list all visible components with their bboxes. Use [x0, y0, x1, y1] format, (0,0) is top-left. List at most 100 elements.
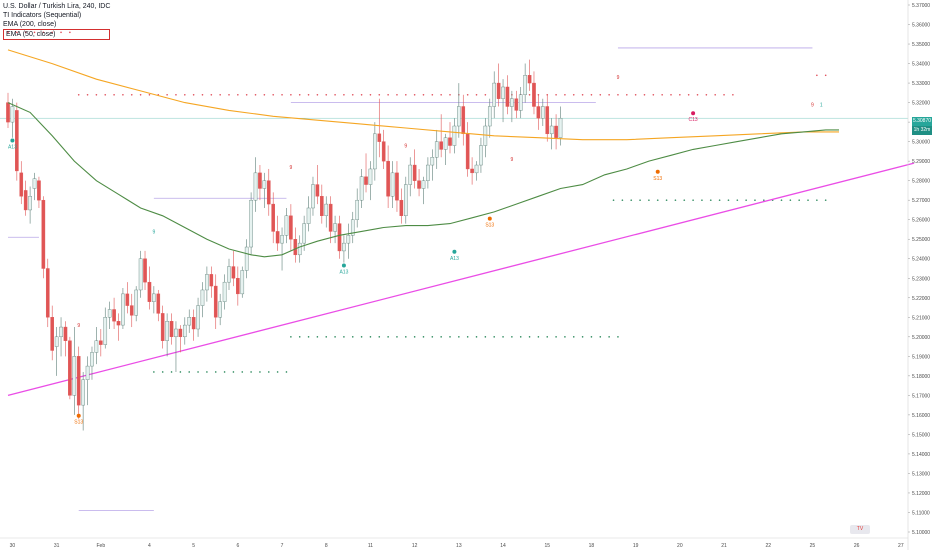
candle-body — [266, 180, 271, 205]
y-tick-label: 5.26000 — [912, 218, 930, 224]
bear-candle — [328, 196, 333, 244]
support-dot — [334, 336, 336, 338]
td-label: A13 — [450, 256, 459, 262]
candle-body — [121, 293, 125, 326]
candle-body — [549, 125, 554, 135]
x-tick-label: 13 — [456, 543, 462, 549]
support-dot — [206, 371, 208, 373]
bull-candle — [244, 239, 249, 279]
legend-title[interactable]: U.S. Dollar / Turkish Lira, 240, IDC — [3, 3, 111, 10]
support-dot — [807, 199, 809, 201]
candle-body — [293, 239, 298, 256]
candles-layer — [6, 59, 563, 431]
candle-body — [76, 356, 81, 406]
support-dot — [285, 371, 288, 373]
bull-candle — [501, 79, 505, 123]
resistance-dot — [643, 93, 646, 96]
bear-candle — [68, 336, 72, 400]
bear-candle — [275, 215, 280, 251]
resistance-dot — [440, 93, 442, 96]
candle-body — [346, 235, 351, 244]
x-tick-label: 4 — [148, 543, 151, 549]
candle-body — [103, 317, 108, 345]
candle-body — [364, 176, 368, 185]
td-marker — [76, 413, 81, 418]
support-dot — [736, 199, 739, 201]
candle-body — [244, 246, 249, 271]
support-dot — [617, 336, 619, 338]
support-dot — [387, 336, 389, 338]
bull-candle — [85, 356, 90, 406]
legend-indicator-ema50[interactable]: EMA (50, close) — [3, 29, 111, 40]
candle-body — [200, 289, 205, 306]
bull-candle — [487, 98, 492, 138]
resistance-dot — [122, 93, 124, 96]
resistance-dot — [431, 93, 434, 96]
y-tick-label: 5.25000 — [912, 237, 930, 243]
candle-body — [23, 190, 28, 211]
support-dot — [754, 199, 756, 201]
bull-candle — [408, 157, 413, 197]
y-tick-label: 5.20000 — [912, 335, 930, 341]
legend-indicator-ema200[interactable]: EMA (200, close) — [3, 21, 57, 28]
bull-candle — [306, 196, 311, 232]
candle-body — [45, 268, 50, 318]
resistance-dot — [670, 93, 672, 96]
bear-candle — [315, 165, 320, 205]
candle-body — [50, 317, 54, 351]
candle-body — [236, 278, 240, 295]
legend-indicator-td[interactable]: TI Indicators (Sequential) — [3, 12, 82, 19]
candle-body — [518, 94, 523, 111]
resistance-dot — [33, 31, 36, 34]
support-dot — [343, 336, 345, 338]
support-dot — [378, 336, 381, 338]
resistance-dot — [148, 93, 151, 96]
candle-body — [37, 180, 41, 201]
bear-candle — [439, 114, 443, 158]
bull-candle — [28, 186, 32, 224]
y-tick-label: 5.11000 — [912, 510, 930, 516]
resistance-dot — [564, 93, 566, 96]
bull-candle — [421, 176, 426, 205]
candle-body — [32, 178, 37, 189]
support-dot — [763, 199, 765, 201]
x-tick-label: 19 — [633, 543, 639, 549]
candle-body — [483, 125, 488, 146]
candle-body — [545, 106, 550, 135]
resistance-dot — [263, 93, 266, 96]
support-dot — [692, 199, 694, 201]
y-tick-label: 5.29000 — [912, 159, 930, 165]
support-dot — [188, 371, 191, 373]
candle-body — [457, 106, 461, 127]
resistance-dot — [590, 93, 593, 96]
tradingview-logo[interactable]: TV — [850, 525, 870, 534]
bear-candle — [213, 274, 218, 330]
candle-body — [112, 309, 116, 322]
candle-body — [311, 184, 315, 209]
resistance-dot — [281, 93, 283, 96]
y-tick-label: 5.27000 — [912, 198, 930, 204]
support-dot — [466, 336, 469, 338]
resistance-dot — [732, 93, 734, 96]
support-dot — [630, 199, 633, 201]
td-marker — [691, 111, 696, 116]
bull-candle — [218, 293, 222, 326]
resistance-dot — [228, 93, 230, 96]
bull-candle — [165, 313, 169, 357]
x-tick-label: 15 — [544, 543, 550, 549]
candle-body — [470, 168, 474, 174]
td-marker — [10, 138, 15, 143]
bear-candle — [23, 180, 28, 216]
candle-body — [297, 242, 302, 256]
candle-body — [501, 86, 505, 99]
bear-candle — [191, 309, 196, 341]
bear-candle — [125, 282, 130, 314]
td-label: S13 — [653, 176, 662, 182]
bull-candle — [54, 327, 59, 376]
bull-candle — [107, 301, 112, 330]
candle-body — [320, 196, 324, 216]
candle-body — [452, 125, 457, 146]
resistance-dot — [7, 31, 9, 34]
